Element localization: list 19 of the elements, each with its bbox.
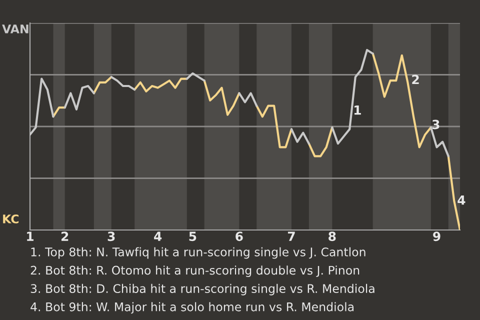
- annotation: 2: [412, 74, 419, 84]
- text: 2. Bot 8th: R. Otomo hit a run-scoring double vs J. Pinon: [30, 266, 360, 278]
- x-tick-label: 4: [154, 232, 162, 241]
- text: VAN: [2, 24, 28, 34]
- x-tick-label: 5: [189, 232, 196, 242]
- x-tick-label: 9: [433, 232, 440, 242]
- annotation: 3: [432, 120, 440, 130]
- x-tick-label: 6: [236, 232, 243, 242]
- text: 3. Bot 8th: D. Chiba hit a run-scoring single vs R. Mendiola: [30, 284, 374, 296]
- text: KC: [3, 214, 19, 224]
- x-tick-label: 1: [27, 232, 34, 241]
- text: 1. Top 8th: N. Tawfiq hit a run-scoring single vs J. Cantlon: [31, 247, 366, 259]
- annotation: 4: [458, 196, 466, 205]
- annotation: 1: [354, 106, 361, 115]
- x-tick-label: 7: [288, 232, 295, 241]
- x-tick-label: 2: [62, 232, 68, 241]
- x-tick-label: 3: [108, 232, 115, 242]
- text: 4. Bot 9th: W. Major hit a solo home run vs R. Mendiola: [30, 302, 354, 314]
- x-tick-label: 8: [328, 232, 336, 242]
